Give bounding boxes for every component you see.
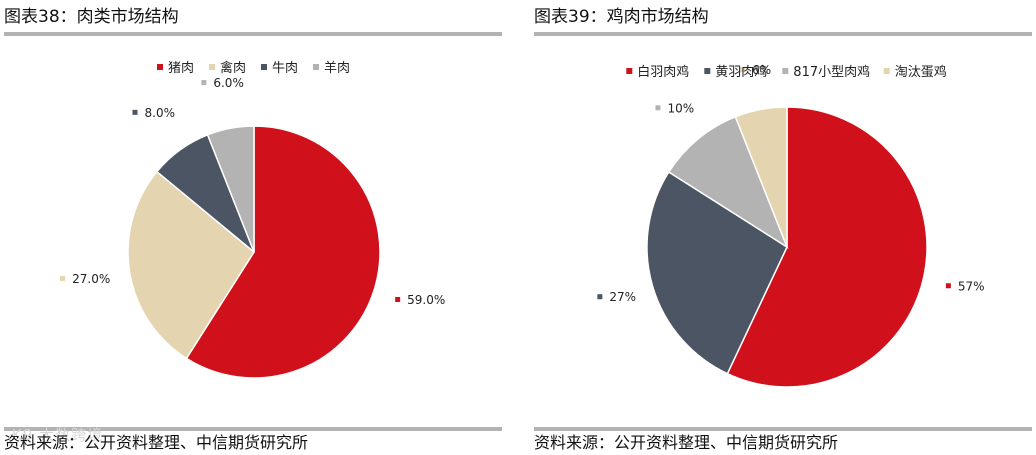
legend-label: 白羽肉鸡	[637, 64, 689, 80]
data-label-marker	[201, 80, 207, 86]
data-label-text: 8.0%	[145, 106, 176, 120]
pie-slice-3	[206, 125, 255, 253]
legend-marker	[209, 64, 215, 70]
data-label-1: 27%	[597, 290, 636, 304]
legend-label: 817小型肉鸡	[793, 64, 870, 80]
source-note: 资料来源：公开资料整理、中信期货研究所	[4, 433, 309, 452]
bottom-divider	[534, 427, 1032, 431]
legend-label: 禽肉	[220, 60, 246, 76]
data-label-marker	[597, 294, 603, 300]
legend: 白羽肉鸡 黄羽肉鸡 817小型肉鸡 淘汰蛋鸡	[626, 64, 947, 80]
legend-item-0: 猪肉	[157, 61, 194, 76]
data-label-marker	[60, 275, 66, 281]
legend-label: 牛肉	[272, 61, 298, 76]
legend-marker	[626, 68, 633, 74]
pie-slice-0	[185, 125, 381, 379]
data-label-2: 10%	[655, 101, 694, 115]
bottom-divider	[4, 427, 502, 431]
legend-marker	[157, 64, 163, 70]
legend-item-0: 白羽肉鸡	[626, 64, 689, 80]
data-label-0: 57%	[945, 279, 985, 293]
data-label-text: 27.0%	[72, 272, 110, 286]
legend-item-1: 黄羽肉鸡	[704, 64, 767, 80]
data-label-marker	[395, 296, 401, 302]
legend-label: 猪肉	[168, 61, 194, 76]
legend-marker	[313, 64, 319, 70]
chart-title: 图表39：鸡肉市场结构	[534, 7, 709, 27]
pie-chart-meat: 59.0% 27.0% 8.0% 6.0% 猪肉 禽肉 牛肉 羊肉	[60, 60, 445, 379]
data-label-text: 27%	[609, 290, 636, 304]
data-label-marker	[655, 105, 661, 111]
legend-marker	[704, 68, 711, 74]
pie-slice-1	[646, 170, 788, 375]
legend-marker	[782, 68, 789, 74]
pie-chart-chicken: 57% 27% 10% 6% 白羽肉鸡 黄羽肉鸡 817小型肉鸡 淘汰蛋鸡	[597, 63, 985, 388]
legend-item-1: 禽肉	[209, 60, 246, 76]
legend-marker	[261, 64, 267, 70]
pie-slice-0	[726, 106, 928, 388]
source-note: 资料来源：公开资料整理、中信期货研究所	[534, 433, 839, 452]
data-label-0: 59.0%	[395, 293, 445, 307]
data-label-text: 6%	[752, 63, 771, 77]
top-divider	[534, 32, 1032, 36]
pie-slice-1	[127, 170, 255, 360]
watermark: K9 大数跨境	[12, 426, 104, 444]
legend-item-2: 牛肉	[261, 61, 298, 76]
legend-item-3: 羊肉	[313, 60, 350, 76]
chart-title: 图表38：肉类市场结构	[4, 7, 179, 27]
legend-label: 淘汰蛋鸡	[895, 64, 947, 80]
data-label-text: 10%	[667, 101, 694, 115]
data-label-text: 57%	[958, 279, 985, 293]
panel-chicken-structure: 图表39：鸡肉市场结构 57% 27% 10% 6% 白羽肉鸡 黄羽肉鸡 817小型肉鸡 淘汰…	[534, 0, 1032, 455]
data-label-2: 8.0%	[132, 106, 176, 120]
data-label-3: 6%	[740, 63, 771, 77]
pie-slice-2	[667, 115, 789, 249]
data-label-text: 59.0%	[407, 293, 445, 307]
legend-item-3: 淘汰蛋鸡	[883, 64, 947, 80]
legend-label: 黄羽肉鸡	[715, 64, 767, 80]
panel-meat-structure: 图表38：肉类市场结构 59.0% 27.0% 8.0% 6.0% 猪肉 禽肉 牛肉 羊肉 K…	[4, 0, 502, 455]
data-label-marker	[945, 283, 951, 289]
legend-item-2: 817小型肉鸡	[782, 64, 870, 80]
legend-label: 羊肉	[324, 60, 350, 76]
pie-slice-3	[734, 106, 788, 248]
data-label-text: 6.0%	[213, 76, 244, 90]
data-label-1: 27.0%	[60, 272, 110, 286]
data-label-marker	[740, 67, 746, 73]
top-divider	[4, 32, 502, 36]
legend: 猪肉 禽肉 牛肉 羊肉	[157, 60, 350, 76]
data-label-3: 6.0%	[201, 76, 244, 90]
data-label-marker	[132, 109, 138, 115]
legend-marker	[883, 68, 890, 74]
